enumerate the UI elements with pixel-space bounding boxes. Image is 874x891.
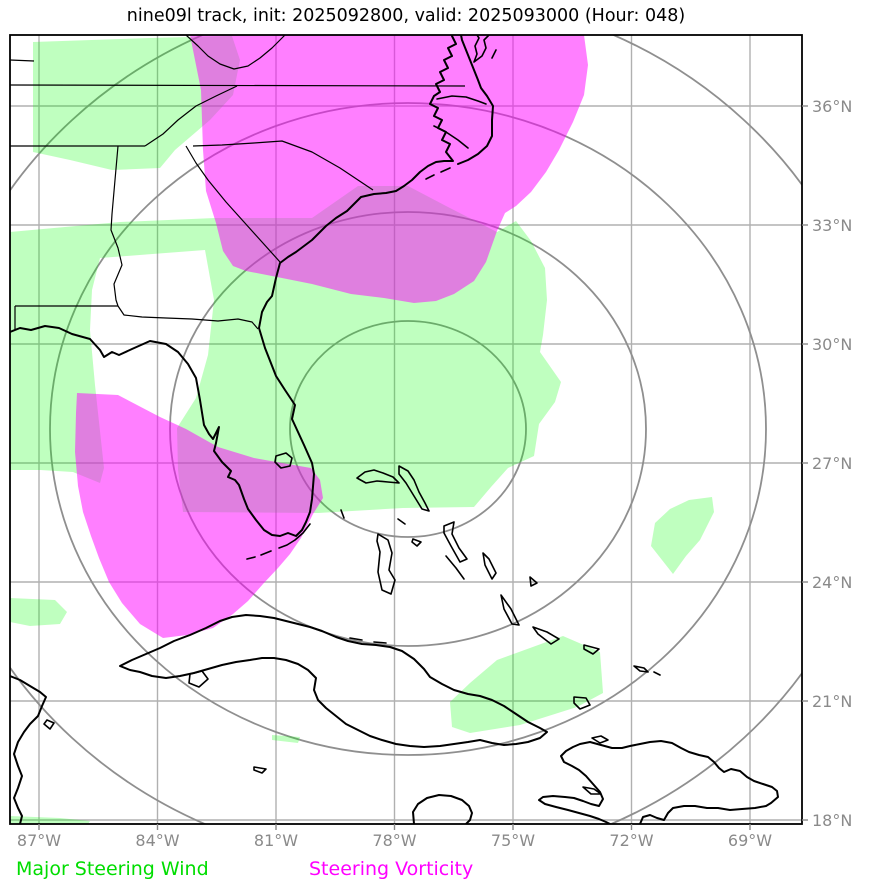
coast-cayman: [253, 766, 267, 774]
coast-new-providence: [411, 538, 422, 547]
latitude-axis-labels: 36°N 33°N 30°N 27°N 24°N 21°N 18°N: [812, 97, 852, 830]
lon-label: 84°W: [135, 831, 179, 850]
range-ring-1: [289, 320, 527, 538]
lon-label: 75°W: [491, 831, 535, 850]
coast-outer-banks-dashes: [425, 167, 451, 180]
coast-hispaniola: [538, 740, 779, 824]
border-va-nc: [10, 84, 466, 87]
coast-delmarva: [473, 35, 497, 63]
legend-steering-vorticity: Steering Vorticity: [309, 858, 473, 880]
steering-wind-region-tennessee: [33, 36, 240, 170]
lat-label: 30°N: [812, 335, 852, 354]
lat-label: 18°N: [812, 811, 852, 830]
coast-cozumel: [43, 719, 55, 730]
coast-bimini: [340, 509, 345, 519]
steering-wind-region-southeast: [651, 497, 714, 574]
legend: Major Steering Wind Steering Vorticity: [16, 858, 473, 880]
coast-great-inagua: [573, 696, 591, 710]
figure-title: nine09l track, init: 2025092800, valid: …: [127, 6, 685, 26]
coast-exuma-chain: [445, 555, 465, 580]
steering-wind-region-cuba-east: [450, 636, 603, 733]
coast-florida-keys: [246, 523, 311, 560]
lake-okeechobee: [274, 452, 293, 469]
coast-berry-islands: [397, 518, 406, 525]
lon-label: 72°W: [609, 831, 653, 850]
axis-ticks: [38, 105, 808, 830]
border-ga-sc: [185, 145, 281, 263]
coast-tortuga: [591, 735, 609, 744]
lat-label: 21°N: [812, 692, 852, 711]
coast-andros: [376, 533, 396, 595]
lon-label: 87°W: [17, 831, 61, 850]
longitude-axis-labels: 87°W 84°W 81°W 78°W 75°W 72°W 69°W: [17, 831, 772, 850]
coast-isle-of-youth: [188, 670, 209, 688]
steering-wind-region-cuba-west-sliver: [272, 735, 300, 743]
coast-abaco: [398, 465, 430, 512]
steering-wind-region-bottom-left: [10, 816, 90, 824]
coast-turks-caicos: [633, 665, 661, 676]
coast-eleuthera: [443, 521, 468, 563]
border-fl-north: [14, 305, 259, 330]
lat-label: 24°N: [812, 573, 852, 592]
coast-cat-island: [482, 552, 497, 580]
lon-label: 69°W: [728, 831, 772, 850]
border-wv-va: [185, 35, 286, 70]
border-ky-tn: [10, 59, 35, 62]
steering-wind-region-left-edge: [10, 598, 67, 626]
coast-mayaguana: [583, 644, 600, 655]
coast-crooked-island: [532, 626, 560, 645]
coast-bahamas: [340, 465, 600, 655]
border-tn-nc: [144, 85, 238, 147]
border-nc-sc: [192, 140, 374, 191]
coast-pamlico-sound: [433, 125, 469, 149]
coastlines: [10, 35, 779, 824]
state-borders: [10, 35, 466, 330]
border-al-ga: [110, 145, 123, 307]
lat-label: 27°N: [812, 454, 852, 473]
map-frame: [9, 34, 803, 825]
coast-outer-banks: [457, 35, 494, 165]
vorticity-region-southwest: [75, 393, 323, 638]
lon-label: 81°W: [254, 831, 298, 850]
coast-cuba: [119, 614, 548, 748]
lat-label: 36°N: [812, 97, 852, 116]
legend-major-steering-wind: Major Steering Wind: [16, 858, 209, 880]
coast-jamaica: [412, 794, 473, 824]
coast-grand-bahama: [356, 469, 400, 484]
coast-gonave: [582, 786, 602, 795]
lon-label: 78°W: [372, 831, 416, 850]
vorticity-region-north: [190, 35, 588, 303]
coast-san-salvador: [529, 576, 538, 587]
coast-yucatan: [10, 675, 47, 824]
coast-albemarle-sound: [436, 95, 487, 105]
coast-cuba-cays: [349, 637, 387, 644]
steering-vorticity-regions: [75, 35, 588, 638]
coast-long-island: [500, 594, 520, 626]
lat-label: 33°N: [812, 216, 852, 235]
